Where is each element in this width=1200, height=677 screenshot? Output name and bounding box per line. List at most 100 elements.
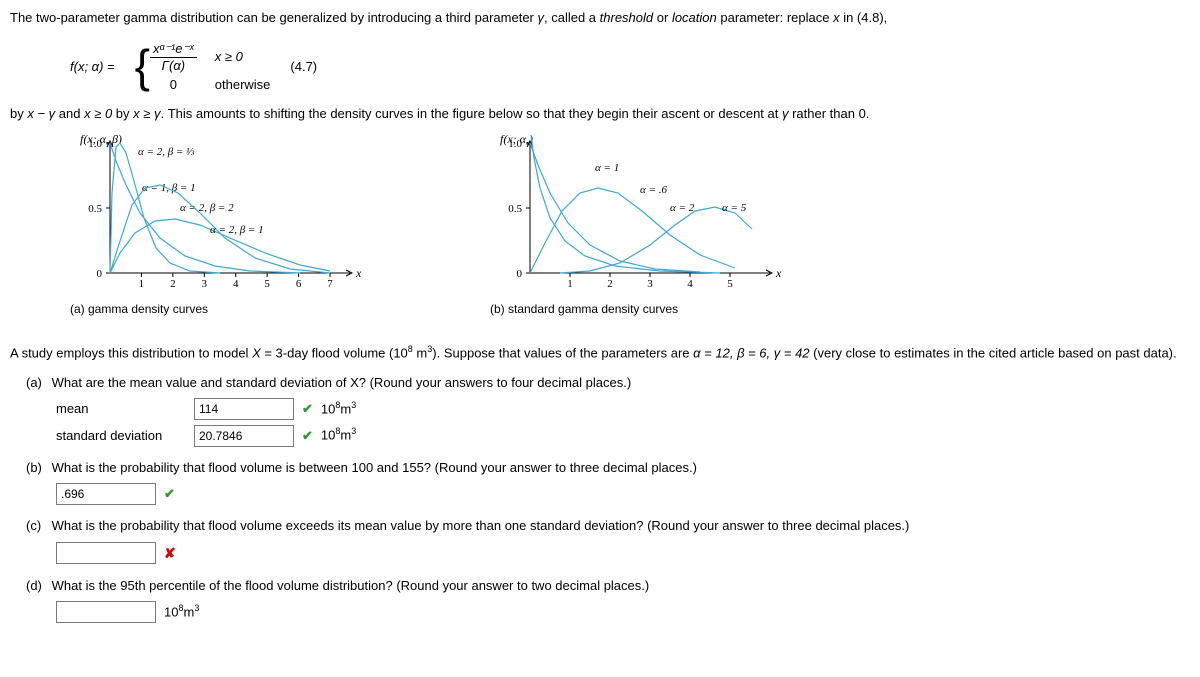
svg-text:0: 0	[517, 268, 523, 280]
question-b: (b) What is the probability that flood v…	[26, 455, 1190, 507]
svg-text:4: 4	[233, 278, 239, 290]
mean-label: mean	[56, 396, 186, 422]
intro-text: , called a	[544, 10, 600, 25]
u: m	[340, 401, 351, 416]
t: . This amounts to shifting the density c…	[161, 106, 782, 121]
svg-text:2: 2	[607, 278, 613, 290]
svg-text:1: 1	[139, 278, 145, 290]
svg-text:0.5: 0.5	[508, 203, 522, 215]
svg-text:α = 1, β = 1: α = 1, β = 1	[142, 182, 196, 194]
study-paragraph: A study employs this distribution to mod…	[10, 342, 1190, 364]
part-label-a: (a)	[26, 370, 48, 396]
answer-d-input[interactable]	[56, 601, 156, 623]
question-d: (d) What is the 95th percentile of the f…	[26, 573, 1190, 625]
svg-text:0.5: 0.5	[88, 203, 102, 215]
svg-text:α = 5: α = 5	[722, 202, 747, 214]
u: m	[340, 428, 351, 443]
svg-text:5: 5	[264, 278, 270, 290]
fraction: xᵅ⁻¹e⁻ˣ Γ(α)	[150, 41, 197, 73]
t: ). Suppose that values of the parameters…	[432, 345, 693, 360]
answer-row-sd: standard deviation ✔ 108m3	[56, 422, 1190, 448]
t: x ≥ 0	[84, 106, 112, 121]
cross-icon: ✘	[164, 539, 176, 567]
svg-text:x: x	[775, 266, 782, 280]
answer-c-input[interactable]	[56, 542, 156, 564]
t: by	[112, 106, 133, 121]
chart-a-svg: f(x; α, β)00.51.01234567xα = 2, β = ⅓α =…	[70, 133, 370, 293]
t: m	[413, 345, 427, 360]
t: x − γ	[27, 106, 55, 121]
t: (very close to estimates in the cited ar…	[810, 345, 1177, 360]
t: α = 12, β = 6, γ = 42	[693, 345, 809, 360]
intro-paragraph: The two-parameter gamma distribution can…	[10, 8, 1190, 29]
check-icon: ✔	[302, 423, 313, 449]
chart-b: f(x; α,)00.51.012345xα = 1α = .6α = 2α =…	[490, 133, 790, 316]
denominator: Γ(α)	[150, 58, 197, 73]
charts-row: f(x; α, β)00.51.01234567xα = 2, β = ⅓α =…	[70, 133, 1190, 316]
condition-2: otherwise	[215, 77, 271, 92]
u: 3	[194, 603, 199, 613]
question-c-text: What is the probability that flood volum…	[52, 518, 910, 533]
formula-lhs: f(x; α) =	[70, 59, 115, 74]
u: 10	[321, 401, 335, 416]
location-word: location	[672, 10, 717, 25]
svg-text:α = 1: α = 1	[595, 162, 619, 174]
u: 3	[351, 400, 356, 410]
svg-text:7: 7	[327, 278, 333, 290]
svg-text:α = 2, β = 2: α = 2, β = 2	[180, 202, 234, 214]
u: 10	[321, 428, 335, 443]
svg-text:α = 2, β = ⅓: α = 2, β = ⅓	[138, 146, 195, 158]
u: 3	[351, 426, 356, 436]
intro-text: parameter: replace	[717, 10, 833, 25]
t: by	[10, 106, 27, 121]
svg-text:1: 1	[567, 278, 573, 290]
answer-b-input[interactable]	[56, 483, 156, 505]
equation-number: (4.7)	[290, 59, 317, 74]
svg-text:α = .6: α = .6	[640, 184, 667, 196]
svg-text:1.0: 1.0	[508, 138, 522, 150]
answer-row-d: 108m3	[56, 599, 1190, 625]
mean-input[interactable]	[194, 398, 294, 420]
t: A study employs this distribution to mod…	[10, 345, 252, 360]
chart-b-caption: (b) standard gamma density curves	[490, 302, 790, 316]
t: x ≥ γ	[133, 106, 160, 121]
u: 10	[164, 604, 178, 619]
question-d-text: What is the 95th percentile of the flood…	[52, 578, 650, 593]
unit: 108m3	[321, 396, 356, 422]
intro-paragraph-2: by x − γ and x ≥ 0 by x ≥ γ. This amount…	[10, 104, 1190, 125]
condition-1: x ≥ 0	[215, 49, 271, 64]
svg-text:1.0: 1.0	[88, 138, 102, 150]
svg-text:6: 6	[296, 278, 302, 290]
sd-input[interactable]	[194, 425, 294, 447]
chart-b-svg: f(x; α,)00.51.012345xα = 1α = .6α = 2α =…	[490, 133, 790, 293]
question-b-text: What is the probability that flood volum…	[52, 460, 697, 475]
svg-text:α = 2, β = 1: α = 2, β = 1	[210, 224, 264, 236]
svg-text:x: x	[355, 266, 362, 280]
question-c: (c) What is the probability that flood v…	[26, 513, 1190, 567]
piecewise: { xᵅ⁻¹e⁻ˣ Γ(α) x ≥ 0 0 otherwise	[135, 41, 271, 92]
svg-text:3: 3	[647, 278, 653, 290]
part-label-c: (c)	[26, 513, 48, 539]
svg-text:3: 3	[202, 278, 208, 290]
question-a-text: What are the mean value and standard dev…	[52, 375, 632, 390]
svg-text:4: 4	[687, 278, 693, 290]
chart-a-caption: (a) gamma density curves	[70, 302, 370, 316]
part-label-d: (d)	[26, 573, 48, 599]
t: = 3-day flood volume (10	[261, 345, 408, 360]
sd-label: standard deviation	[56, 423, 186, 449]
intro-text: in (4.8),	[840, 10, 888, 25]
formula-block: f(x; α) = { xᵅ⁻¹e⁻ˣ Γ(α) x ≥ 0 0 otherwi…	[70, 41, 1190, 92]
t: and	[55, 106, 84, 121]
t: X	[252, 345, 261, 360]
u: m	[183, 604, 194, 619]
intro-text: The two-parameter gamma distribution can…	[10, 10, 538, 25]
unit: 108m3	[321, 422, 356, 448]
question-a: (a) What are the mean value and standard…	[26, 370, 1190, 449]
svg-text:2: 2	[170, 278, 176, 290]
svg-text:0: 0	[97, 268, 103, 280]
check-icon: ✔	[164, 481, 175, 507]
numerator: xᵅ⁻¹e⁻ˣ	[150, 41, 197, 58]
check-icon: ✔	[302, 396, 313, 422]
zero-case: 0	[150, 77, 197, 92]
answer-row-b: ✔	[56, 481, 1190, 507]
